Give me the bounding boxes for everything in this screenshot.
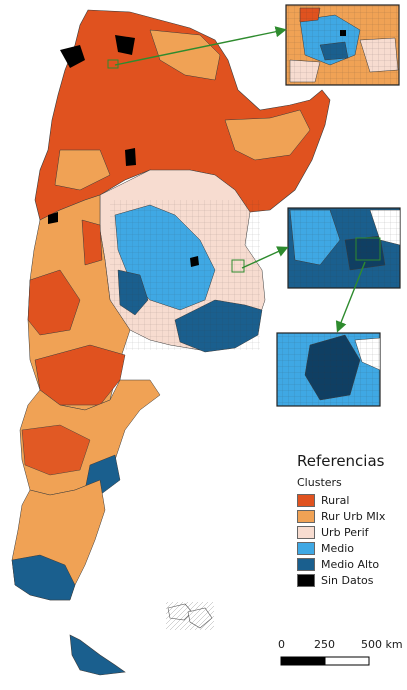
highlight-box-north xyxy=(107,59,119,69)
legend-item-sin-datos: Sin Datos xyxy=(297,572,374,588)
legend-label-rural: Rural xyxy=(321,493,350,507)
region-patagonia-north-rural xyxy=(21,424,91,476)
arrow-inset-ba xyxy=(241,246,289,269)
scale-label-500: 500 km xyxy=(361,638,403,651)
region-west-rural-1 xyxy=(27,269,81,336)
region-north-mix-2 xyxy=(224,109,311,161)
scale-bar xyxy=(280,656,370,666)
swatch-medio-alto xyxy=(297,557,315,571)
inset-buenos-aires-region xyxy=(287,207,401,289)
scale-label-250: 250 xyxy=(314,638,335,651)
swatch-medio xyxy=(297,541,315,555)
scale-label-0: 0 xyxy=(278,638,285,651)
malvinas-hatch xyxy=(166,602,214,630)
highlight-box-ba xyxy=(231,259,245,273)
region-center-grid-overlay xyxy=(110,200,260,350)
inset-caba xyxy=(276,332,381,407)
arrow-inset-caba xyxy=(335,261,366,333)
legend-title: Referencias xyxy=(297,452,385,470)
legend-item-urb-perif: Urb Perif xyxy=(297,524,369,540)
swatch-urb-perif xyxy=(297,525,315,539)
sin-datos-patch-1 xyxy=(60,45,85,68)
swatch-sin-datos xyxy=(297,573,315,587)
legend-label-sin-datos: Sin Datos xyxy=(321,573,374,587)
legend-label-medio: Medio xyxy=(321,541,355,555)
region-patagonia-south-medio-alto xyxy=(11,554,76,601)
argentina-map xyxy=(11,9,331,676)
sin-datos-patch-2 xyxy=(115,35,135,55)
legend-label-rur-urb-mix: Rur Urb MIx xyxy=(321,509,386,523)
legend-item-medio: Medio xyxy=(297,540,354,556)
legend-subtitle: Clusters xyxy=(297,476,342,489)
swatch-rural xyxy=(297,493,315,507)
region-north-mix-1 xyxy=(149,29,221,81)
arrow-inset-north xyxy=(114,26,287,66)
region-tierra-del-fuego xyxy=(69,634,126,676)
sin-datos-patch-3 xyxy=(125,148,136,166)
sin-datos-patch-5 xyxy=(190,256,199,267)
legend-item-rural: Rural xyxy=(297,492,349,508)
legend-label-medio-alto: Medio Alto xyxy=(321,557,380,571)
legend-label-urb-perif: Urb Perif xyxy=(321,525,369,539)
sin-datos-patch-4 xyxy=(48,212,58,224)
swatch-rur-urb-mix xyxy=(297,509,315,523)
legend-item-medio-alto: Medio Alto xyxy=(297,556,379,572)
inset-north xyxy=(285,4,400,86)
region-west-rural-3 xyxy=(81,219,103,266)
region-north-mix-3 xyxy=(54,149,111,191)
legend-item-rur-urb-mix: Rur Urb MIx xyxy=(297,508,385,524)
